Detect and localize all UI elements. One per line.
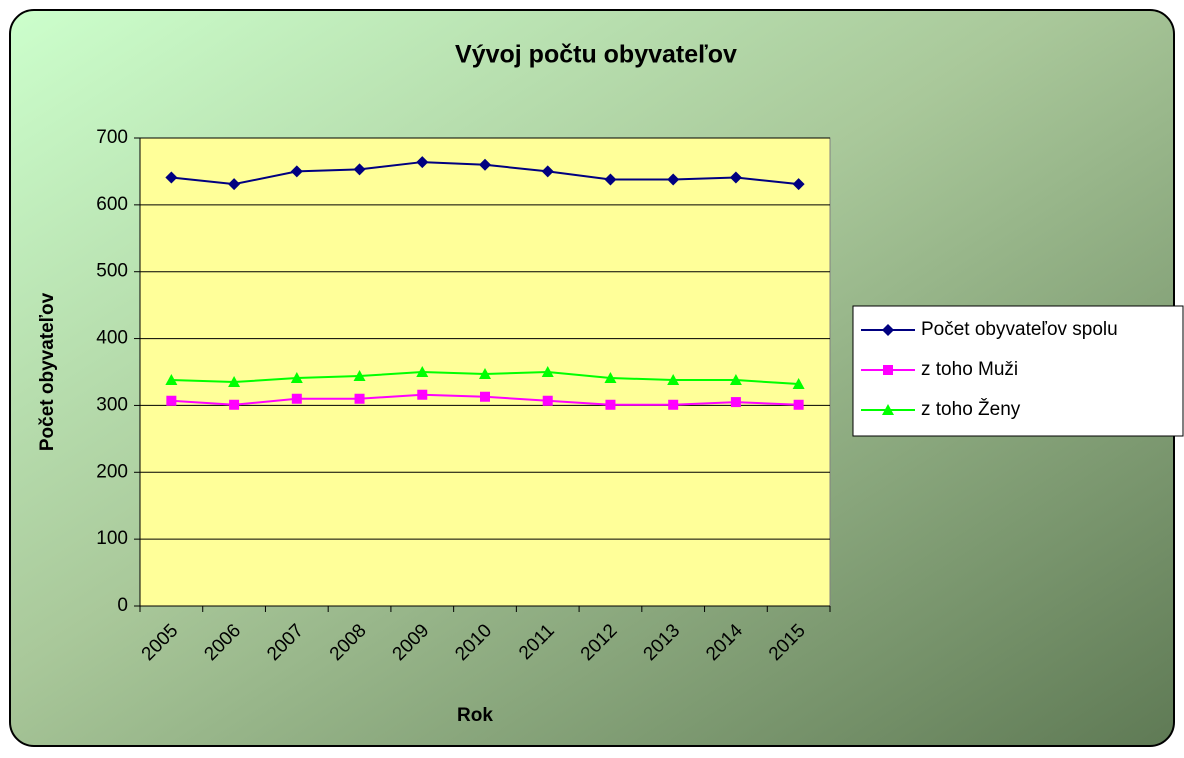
- y-tick-label: 700: [96, 127, 128, 148]
- y-tick-label: 500: [96, 261, 128, 282]
- point: [667, 374, 680, 386]
- point: [479, 368, 491, 380]
- y-tick-label: 0: [117, 595, 128, 616]
- x-axis-label: Rok: [457, 705, 493, 726]
- point: [165, 374, 178, 386]
- point: [792, 178, 805, 191]
- point: [604, 173, 617, 186]
- point: [228, 376, 241, 388]
- point: [353, 370, 366, 382]
- legend-label: Počet obyvateľov spolu: [921, 319, 1118, 340]
- y-tick-label: 400: [96, 328, 128, 349]
- point: [165, 171, 178, 184]
- point: [354, 393, 365, 404]
- point: [228, 178, 241, 191]
- point: [416, 156, 429, 169]
- legend-marker: [883, 365, 893, 375]
- y-tick-label: 300: [96, 394, 128, 415]
- point: [290, 165, 303, 178]
- point: [604, 372, 617, 384]
- point: [668, 399, 679, 410]
- point: [416, 366, 429, 377]
- legend-marker: [882, 404, 894, 415]
- point: [730, 397, 741, 408]
- point: [729, 171, 742, 184]
- point: [480, 391, 490, 402]
- point: [229, 399, 240, 410]
- point: [605, 399, 616, 410]
- point: [542, 395, 553, 406]
- chart-title: Vývoj počtu obyvateľov: [455, 41, 737, 69]
- point: [541, 165, 554, 178]
- legend-label: z toho Muži: [921, 359, 1018, 380]
- point: [479, 158, 491, 171]
- point: [417, 389, 428, 400]
- point: [290, 372, 303, 384]
- point: [541, 366, 554, 377]
- point: [667, 173, 680, 186]
- y-tick-label: 100: [96, 528, 128, 549]
- y-tick-label: 200: [96, 461, 128, 482]
- point: [353, 163, 366, 176]
- point: [793, 399, 804, 410]
- legend-marker: [882, 324, 894, 336]
- point: [792, 378, 805, 390]
- y-tick-label: 600: [96, 194, 128, 215]
- y-axis-label: Počet obyvateľov: [37, 292, 58, 451]
- point: [729, 374, 742, 386]
- point: [166, 395, 177, 406]
- point: [291, 393, 302, 404]
- legend-label: z toho Ženy: [921, 398, 1021, 420]
